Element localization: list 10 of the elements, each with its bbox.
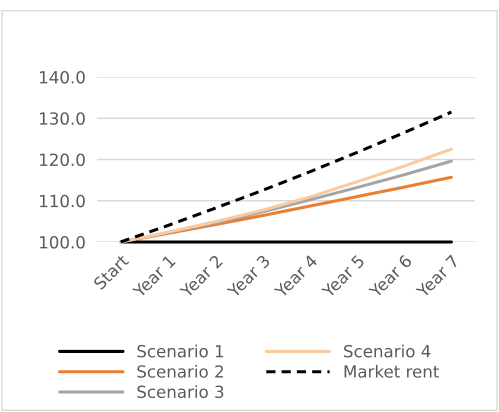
y-tick-label: 130.0 xyxy=(40,112,85,125)
y-tick-label: 120.0 xyxy=(40,153,85,166)
y-tick-label: 110.0 xyxy=(40,194,85,208)
y-tick-label: 140.0 xyxy=(40,70,85,84)
legend-label: Scenario 1 xyxy=(137,344,224,358)
legend-label: Scenario 2 xyxy=(137,364,223,378)
legend-label: Market rent xyxy=(344,364,439,378)
legend-label: Scenario 4 xyxy=(344,344,430,358)
y-tick-label: 100.0 xyxy=(40,236,85,249)
legend-label: Scenario 3 xyxy=(137,385,224,398)
